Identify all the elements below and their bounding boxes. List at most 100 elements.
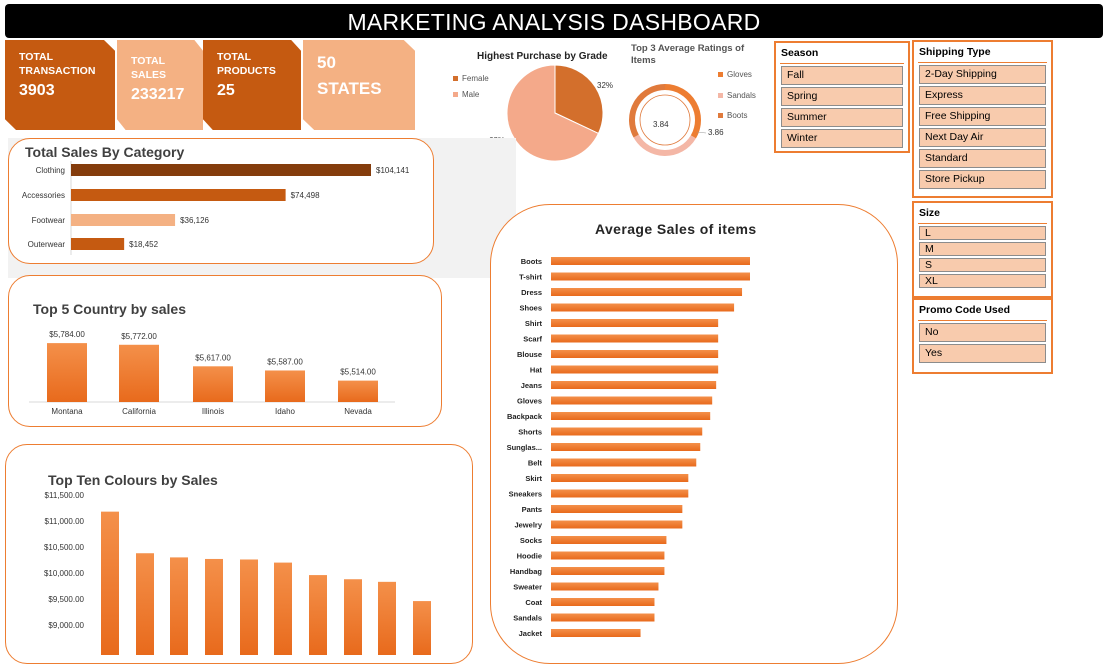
pie-chart-gender: Highest Purchase by Grade Female Male 32… (445, 44, 625, 164)
legend-item-male: Male (453, 90, 479, 99)
legend-label: Male (462, 90, 480, 99)
kpi-value: 25 (217, 82, 235, 99)
slicer-item-2day[interactable]: 2-Day Shipping (919, 65, 1046, 84)
slicer-item-free-shipping[interactable]: Free Shipping (919, 107, 1046, 126)
bar-value-label: $5,784.00 (49, 330, 85, 339)
kpi-label: 50 (317, 53, 336, 72)
colour-bar (205, 558, 223, 655)
slicer-item-summer[interactable]: Summer (781, 108, 903, 127)
legend-item-sandals: Sandals (718, 91, 756, 100)
item-label: Sunglas... (507, 443, 542, 452)
slicer-item-fall[interactable]: Fall (781, 66, 903, 85)
category-bar (71, 189, 286, 201)
chart-title: Top 3 Average Ratings of Items (631, 43, 745, 66)
item-bar (551, 474, 689, 482)
chart-title: Highest Purchase by Grade (477, 51, 608, 62)
doughnut-segment-gloves (664, 84, 701, 139)
legend-item-gloves: Gloves (718, 70, 752, 79)
chart-title: Top 5 Country by sales (33, 301, 186, 317)
country-bar (193, 366, 233, 402)
item-bar (551, 551, 665, 560)
item-label: Skirt (525, 474, 542, 483)
slicer-item-spring[interactable]: Spring (781, 87, 903, 106)
category-label: Outerwear (28, 240, 66, 249)
slicer-item-xl[interactable]: XL (919, 274, 1046, 288)
chart-title: Average Sales of items (595, 221, 757, 237)
item-bar (551, 582, 659, 591)
y-tick-label: $11,500.00 (45, 491, 85, 500)
slicer-season: Season Fall Spring Summer Winter (774, 41, 910, 153)
doughnut-inner-ring (639, 94, 691, 146)
chart-title: Top Ten Colours by Sales (48, 472, 218, 488)
bar-value-label: $36,126 (180, 216, 209, 225)
item-bar (551, 489, 689, 498)
item-label: Belt (528, 459, 543, 468)
item-bar (551, 381, 717, 389)
kpi-label: TOTAL (217, 51, 252, 63)
colour-bars-svg: $11,500.00 $11,000.00 $10,500.00 $10,000.00… (44, 491, 431, 655)
y-tick-label: $10,500.00 (44, 543, 85, 552)
y-tick-label: $11,000.00 (45, 517, 85, 526)
bar-value-label: $104,141 (376, 166, 410, 175)
colour-bar (274, 562, 292, 655)
item-bar (551, 303, 735, 312)
item-label: Scarf (523, 335, 542, 344)
item-bar (551, 427, 703, 436)
item-bar (551, 536, 667, 544)
panel-top-colours: Top Ten Colours by Sales $11,500.00 $11,0… (5, 444, 473, 664)
bar-value-label: $74,498 (291, 191, 320, 200)
item-bar (551, 412, 711, 420)
item-bar (551, 598, 655, 606)
item-label: Shirt (525, 319, 543, 328)
slicer-title: Size (919, 207, 941, 219)
item-bar (551, 629, 641, 637)
item-bar (551, 350, 719, 358)
item-bar (551, 396, 713, 405)
kpi-value: 233217 (131, 86, 185, 103)
chart-title: Total Sales By Category (25, 144, 185, 160)
item-label: Hat (530, 366, 543, 375)
item-label: Jewelry (514, 521, 542, 530)
item-label: Blouse (517, 350, 542, 359)
slicer-item-s[interactable]: S (919, 258, 1046, 272)
kpi-label: TOTAL (19, 51, 54, 63)
slicer-item-express[interactable]: Express (919, 86, 1046, 105)
colour-bar (344, 579, 362, 655)
item-label: Gloves (517, 397, 542, 406)
slicer-item-l[interactable]: L (919, 226, 1046, 240)
slicer-item-store-pickup[interactable]: Store Pickup (919, 170, 1046, 189)
item-bar (551, 613, 655, 622)
dashboard-title: MARKETING ANALYSIS DASHBOARD (5, 4, 1103, 38)
slicer-title: Season (781, 47, 819, 59)
slicer-item-winter[interactable]: Winter (781, 129, 903, 148)
doughnut-chart-ratings: Top 3 Average Ratings of Items Gloves Sa… (625, 40, 775, 165)
item-label: T-shirt (519, 273, 542, 282)
slicer-promo-code: Promo Code Used No Yes (912, 298, 1053, 374)
kpi-label: SALES (131, 69, 167, 81)
slicer-item-next-day-air[interactable]: Next Day Air (919, 128, 1046, 147)
y-tick-label: $9,000.00 (48, 621, 84, 630)
category-label: Montana (51, 407, 83, 416)
leader-line (696, 131, 707, 134)
item-label: Shoes (519, 304, 542, 313)
item-label: Sandals (513, 614, 542, 623)
pie-slice-female (554, 64, 604, 135)
kpi-total-sales: TOTAL SALES 233217 (117, 40, 203, 130)
item-label: Hoodie (517, 552, 542, 561)
slicer-item-m[interactable]: M (919, 242, 1046, 256)
colour-bar (136, 553, 154, 655)
slicer-item-no[interactable]: No (919, 323, 1046, 342)
item-label: Backpack (507, 412, 543, 421)
item-label: Dress (521, 288, 542, 297)
kpi-states: 50 STATES (303, 40, 415, 130)
colour-bar (240, 559, 258, 655)
doughnut-segment-sandals (633, 134, 696, 156)
item-label: Boots (521, 257, 542, 266)
item-label: Socks (520, 536, 542, 545)
slicer-item-standard[interactable]: Standard (919, 149, 1046, 168)
slicer-item-yes[interactable]: Yes (919, 344, 1046, 363)
bar-value-label: $5,514.00 (340, 368, 376, 377)
country-bars-svg: $5,784.00 Montana $5,772.00 California $5,61… (29, 330, 395, 416)
kpi-label: PRODUCTS (217, 65, 276, 77)
kpi-label: STATES (317, 79, 382, 98)
